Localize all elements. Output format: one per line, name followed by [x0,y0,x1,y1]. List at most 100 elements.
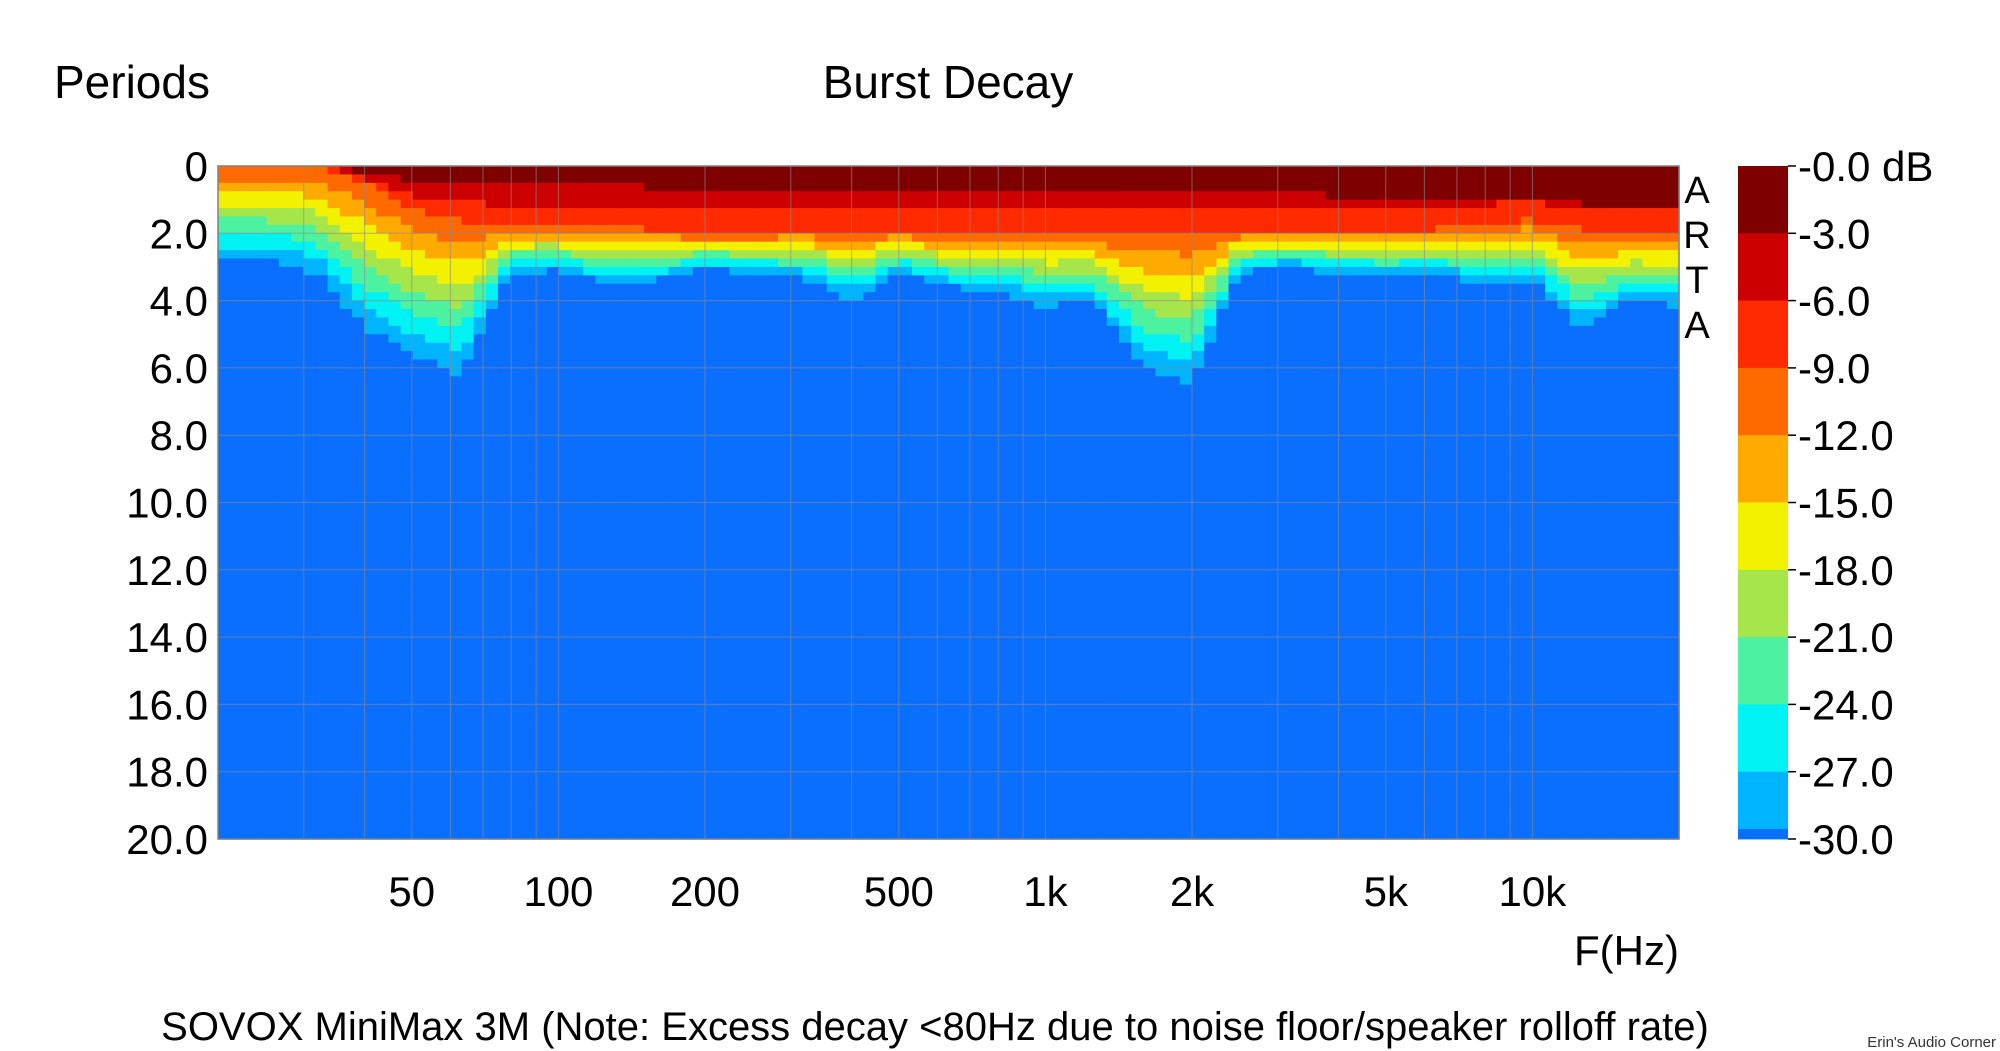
heatmap-cell [911,687,925,697]
heatmap-cell [424,435,438,445]
heatmap-cell [875,317,889,327]
heatmap-cell [254,275,268,285]
heatmap-cell [924,435,937,445]
heatmap-cell [242,569,256,579]
heatmap-cell [266,586,280,596]
heatmap-cell [705,477,718,487]
heatmap-cell [595,443,609,453]
heatmap-cell [960,199,974,209]
heatmap-cell [412,754,426,764]
heatmap-cell [705,351,718,361]
heatmap-cell [339,552,353,562]
heatmap-cell [936,426,950,436]
heatmap-cell [631,653,645,663]
heatmap-cell [741,401,755,411]
heatmap-cell [619,729,633,739]
heatmap-cell [291,679,304,689]
heatmap-cell [266,578,280,588]
heatmap-cell [680,216,694,226]
heatmap-cell [656,586,670,596]
heatmap-cell [705,738,718,748]
heatmap-cell [230,325,243,335]
heatmap-cell [510,435,523,445]
heatmap-cell [692,561,706,571]
heatmap-cell [656,510,670,520]
heatmap-cell [424,519,438,529]
heatmap-cell [400,645,414,655]
heatmap-cell [278,653,292,663]
heatmap-cell [875,611,889,621]
heatmap-cell [680,224,694,234]
heatmap-cell [595,401,609,411]
heatmap-cell [376,822,390,832]
heatmap-cell [936,174,950,184]
heatmap-cell [266,317,280,327]
heatmap-cell [351,266,365,276]
heatmap-cell [631,435,645,445]
heatmap-cell [717,309,730,319]
heatmap-cell [924,611,937,621]
heatmap-cell [899,687,913,697]
heatmap-cell [717,527,730,537]
heatmap-cell [218,334,231,344]
heatmap-cell [644,199,657,209]
heatmap-cell [266,502,280,512]
heatmap-cell [583,645,597,655]
heatmap-cell [546,628,560,638]
heatmap-cell [668,334,682,344]
heatmap-cell [364,258,377,268]
heatmap-cell [351,435,365,445]
heatmap-cell [534,485,548,495]
heatmap-cell [388,309,402,319]
heatmap-cell [631,830,645,840]
heatmap-cell [899,603,913,613]
heatmap-cell [753,771,767,781]
heatmap-cell [887,283,901,293]
heatmap-cell [230,662,243,672]
heatmap-cell [473,250,487,260]
heatmap-cell [656,258,670,268]
heatmap-cell [376,250,390,260]
heatmap-cell [230,191,243,201]
heatmap-cell [778,309,791,319]
heatmap-cell [790,241,804,251]
heatmap-cell [510,780,523,790]
heatmap-cell [473,637,487,647]
heatmap-cell [376,830,390,840]
heatmap-cell [680,805,694,815]
heatmap-cell [351,166,365,176]
heatmap-cell [960,704,974,714]
heatmap-cell [461,578,475,588]
heatmap-cell [376,695,390,705]
heatmap-cell [631,224,645,234]
heatmap-cell [814,670,828,680]
heatmap-cell [960,174,974,184]
heatmap-cell [571,754,584,764]
heatmap-cell [631,552,645,562]
heatmap-cell [424,325,438,335]
heatmap-cell [364,771,377,781]
heatmap-cell [619,754,633,764]
heatmap-cell [303,645,317,655]
heatmap-cell [644,325,657,335]
heatmap-cell [498,662,511,672]
heatmap-cell [558,603,572,613]
heatmap-cell [266,351,280,361]
heatmap-cell [315,325,329,335]
heatmap-cell [911,452,925,462]
heatmap-cell [534,233,548,243]
heatmap-cell [449,510,463,520]
heatmap-cell [680,813,694,823]
heatmap-cell [705,780,718,790]
heatmap-cell [717,662,730,672]
heatmap-cell [546,401,560,411]
heatmap-cell [254,452,268,462]
heatmap-cell [364,830,377,840]
heatmap-cell [388,670,402,680]
heatmap-cell [644,334,657,344]
heatmap-cell [510,712,523,722]
heatmap-cell [278,595,292,605]
heatmap-cell [619,468,633,478]
heatmap-cell [765,376,779,386]
heatmap-cell [802,191,816,201]
